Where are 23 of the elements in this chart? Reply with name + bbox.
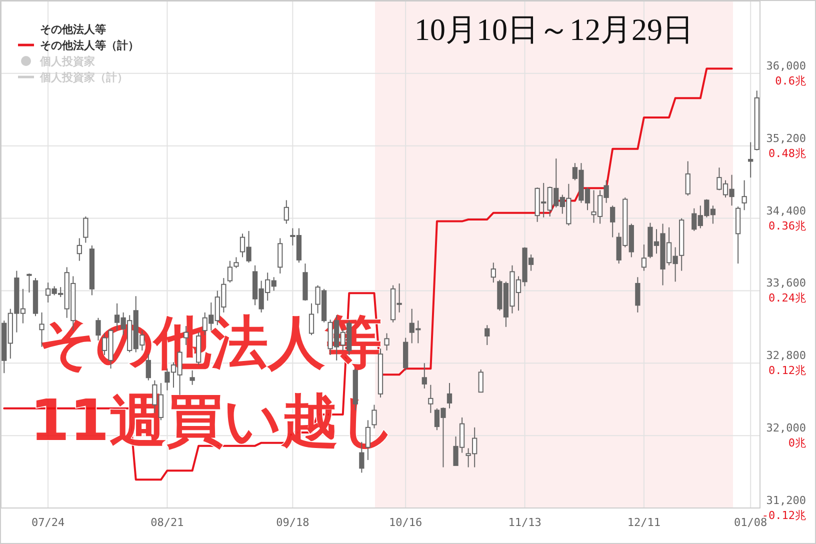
x-tick-label: 11/13 <box>508 516 542 529</box>
x-tick-label: 08/21 <box>150 516 184 529</box>
x-tick-label: 01/08 <box>734 516 768 529</box>
y2-tick-label: 0.12兆 <box>768 364 806 378</box>
legend-label: その他法人等（計） <box>40 39 139 52</box>
y-tick-label: 32,800 <box>766 349 806 362</box>
x-tick-label: 09/18 <box>276 516 310 529</box>
y-tick-label: 35,200 <box>766 132 806 145</box>
legend-title: その他法人等 <box>40 23 106 36</box>
y2-tick-label: 0.24兆 <box>768 292 806 305</box>
annotation: 10月10日～12月29日 <box>414 12 694 47</box>
y2-tick-label: 0.48兆 <box>768 146 806 160</box>
x-tick-label: 10/16 <box>389 516 422 529</box>
x-tick-label: 07/24 <box>31 516 65 529</box>
y2-tick-label: 0.36兆 <box>768 219 806 232</box>
y-tick-label: 32,000 <box>766 422 806 435</box>
y2-tick-label: 0.6兆 <box>775 74 806 88</box>
y-tick-label: 33,600 <box>766 276 806 290</box>
y-tick-label: 34,400 <box>766 204 806 218</box>
x-tick-label: 12/11 <box>627 516 661 529</box>
y-tick-label: 31,200 <box>766 494 806 507</box>
y2-tick-label: 0兆 <box>788 436 806 450</box>
y-tick-label: 36,000 <box>766 59 806 72</box>
